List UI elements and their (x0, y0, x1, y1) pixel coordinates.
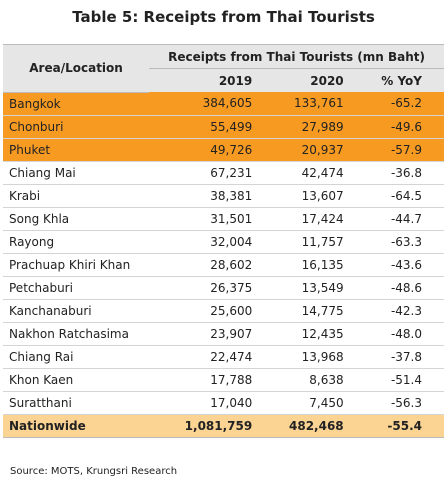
table-cell: Prachuap Khiri Khan (3, 253, 150, 277)
table-cell: 26,375 (149, 276, 259, 300)
table-cell: 67,231 (149, 161, 259, 185)
table-row: Chiang Rai 22,474 13,968 -37.8 (3, 345, 444, 369)
table-cell: 22,474 (149, 345, 259, 369)
table-cell: 55,499 (149, 115, 259, 139)
table-row: Krabi 38,381 13,607 -64.5 (3, 184, 444, 208)
table-body: Bangkok 384,605 133,761 -65.2 Chonburi 55,499… (3, 92, 444, 438)
header-cell: Area/Location (3, 44, 150, 93)
table-cell: 13,549 (258, 276, 350, 300)
source: Source: MOTS, Krungsri Research (10, 466, 178, 477)
header-cell: 2020 (258, 68, 350, 92)
table-row: Nakhon Ratchasima 23,907 12,435 -48.0 (3, 322, 444, 346)
table-cell: -64.5 (349, 184, 444, 208)
table-cell: -48.0 (349, 322, 444, 346)
table-row: Suratthani 17,040 7,450 -56.3 (3, 391, 444, 415)
table-cell: 482,468 (258, 414, 350, 438)
table-cell: -49.6 (349, 115, 444, 139)
table-row: Petchaburi 26,375 13,549 -48.6 (3, 276, 444, 300)
table: Area/Location Receipts from Thai Tourist… (3, 44, 444, 438)
table-cell: 38,381 (149, 184, 259, 208)
table-cell: 133,761 (258, 92, 350, 116)
table-cell: 31,501 (149, 207, 259, 231)
table-cell: 42,474 (258, 161, 350, 185)
table-cell: -36.8 (349, 161, 444, 185)
table-cell: 25,600 (149, 299, 259, 323)
table-cell: Suratthani (3, 391, 150, 415)
table-cell: 17,040 (149, 391, 259, 415)
table-cell: Chonburi (3, 115, 150, 139)
table-cell: Bangkok (3, 92, 150, 116)
table-row: Bangkok 384,605 133,761 -65.2 (3, 92, 444, 116)
table-row: Song Khla 31,501 17,424 -44.7 (3, 207, 444, 231)
table-row: Chiang Mai 67,231 42,474 -36.8 (3, 161, 444, 185)
table-cell: -44.7 (349, 207, 444, 231)
table-cell: 49,726 (149, 138, 259, 162)
title: Table 5: Receipts from Thai Tourists (72, 8, 375, 26)
table-row: Phuket 49,726 20,937 -57.9 (3, 138, 444, 162)
table-row: Rayong 32,004 11,757 -63.3 (3, 230, 444, 254)
table-cell: 16,135 (258, 253, 350, 277)
table-cell: 12,435 (258, 322, 350, 346)
table-cell: Khon Kaen (3, 368, 150, 392)
table-cell: -57.9 (349, 138, 444, 162)
table-cell: Rayong (3, 230, 150, 254)
table-cell: -55.4 (349, 414, 444, 438)
table-cell: -56.3 (349, 391, 444, 415)
table-cell: 32,004 (149, 230, 259, 254)
table-row: Nationwide 1,081,759 482,468 -55.4 (3, 414, 444, 438)
table-cell: -42.3 (349, 299, 444, 323)
table-cell: Petchaburi (3, 276, 150, 300)
table-cell: Phuket (3, 138, 150, 162)
table-cell: 13,968 (258, 345, 350, 369)
table-cell: 14,775 (258, 299, 350, 323)
table-cell: -65.2 (349, 92, 444, 116)
table-cell: -48.6 (349, 276, 444, 300)
table-cell: Song Khla (3, 207, 150, 231)
table-cell: -51.4 (349, 368, 444, 392)
table-cell: 17,788 (149, 368, 259, 392)
table-cell: -63.3 (349, 230, 444, 254)
table-cell: 28,602 (149, 253, 259, 277)
table-cell: 384,605 (149, 92, 259, 116)
table-row: Khon Kaen 17,788 8,638 -51.4 (3, 368, 444, 392)
table-row: Prachuap Khiri Khan 28,602 16,135 -43.6 (3, 253, 444, 277)
table-cell: 8,638 (258, 368, 350, 392)
table-cell: 7,450 (258, 391, 350, 415)
table-cell: -43.6 (349, 253, 444, 277)
table-cell: -37.8 (349, 345, 444, 369)
table-cell: Nationwide (3, 414, 150, 438)
table-row: Chonburi 55,499 27,989 -49.6 (3, 115, 444, 139)
table-cell: Kanchanaburi (3, 299, 150, 323)
table-cell: Chiang Rai (3, 345, 150, 369)
table-cell: Nakhon Ratchasima (3, 322, 150, 346)
table-cell: 17,424 (258, 207, 350, 231)
table-row: Kanchanaburi 25,600 14,775 -42.3 (3, 299, 444, 323)
header-row: 2019 2020% YoY (3, 68, 444, 92)
table-cell: Chiang Mai (3, 161, 150, 185)
header-row: Area/Location Receipts from Thai Tourist… (3, 44, 444, 93)
header-cell: 2019 (149, 68, 259, 92)
table-cell: 20,937 (258, 138, 350, 162)
table-cell: Krabi (3, 184, 150, 208)
table-cell: 11,757 (258, 230, 350, 254)
table-cell: 27,989 (258, 115, 350, 139)
table-cell: 13,607 (258, 184, 350, 208)
table-cell: 23,907 (149, 322, 259, 346)
table-cell: 1,081,759 (149, 414, 259, 438)
header-cell: Receipts from Thai Tourists (mn Baht) (149, 44, 444, 69)
header-cell: % YoY (349, 68, 444, 92)
